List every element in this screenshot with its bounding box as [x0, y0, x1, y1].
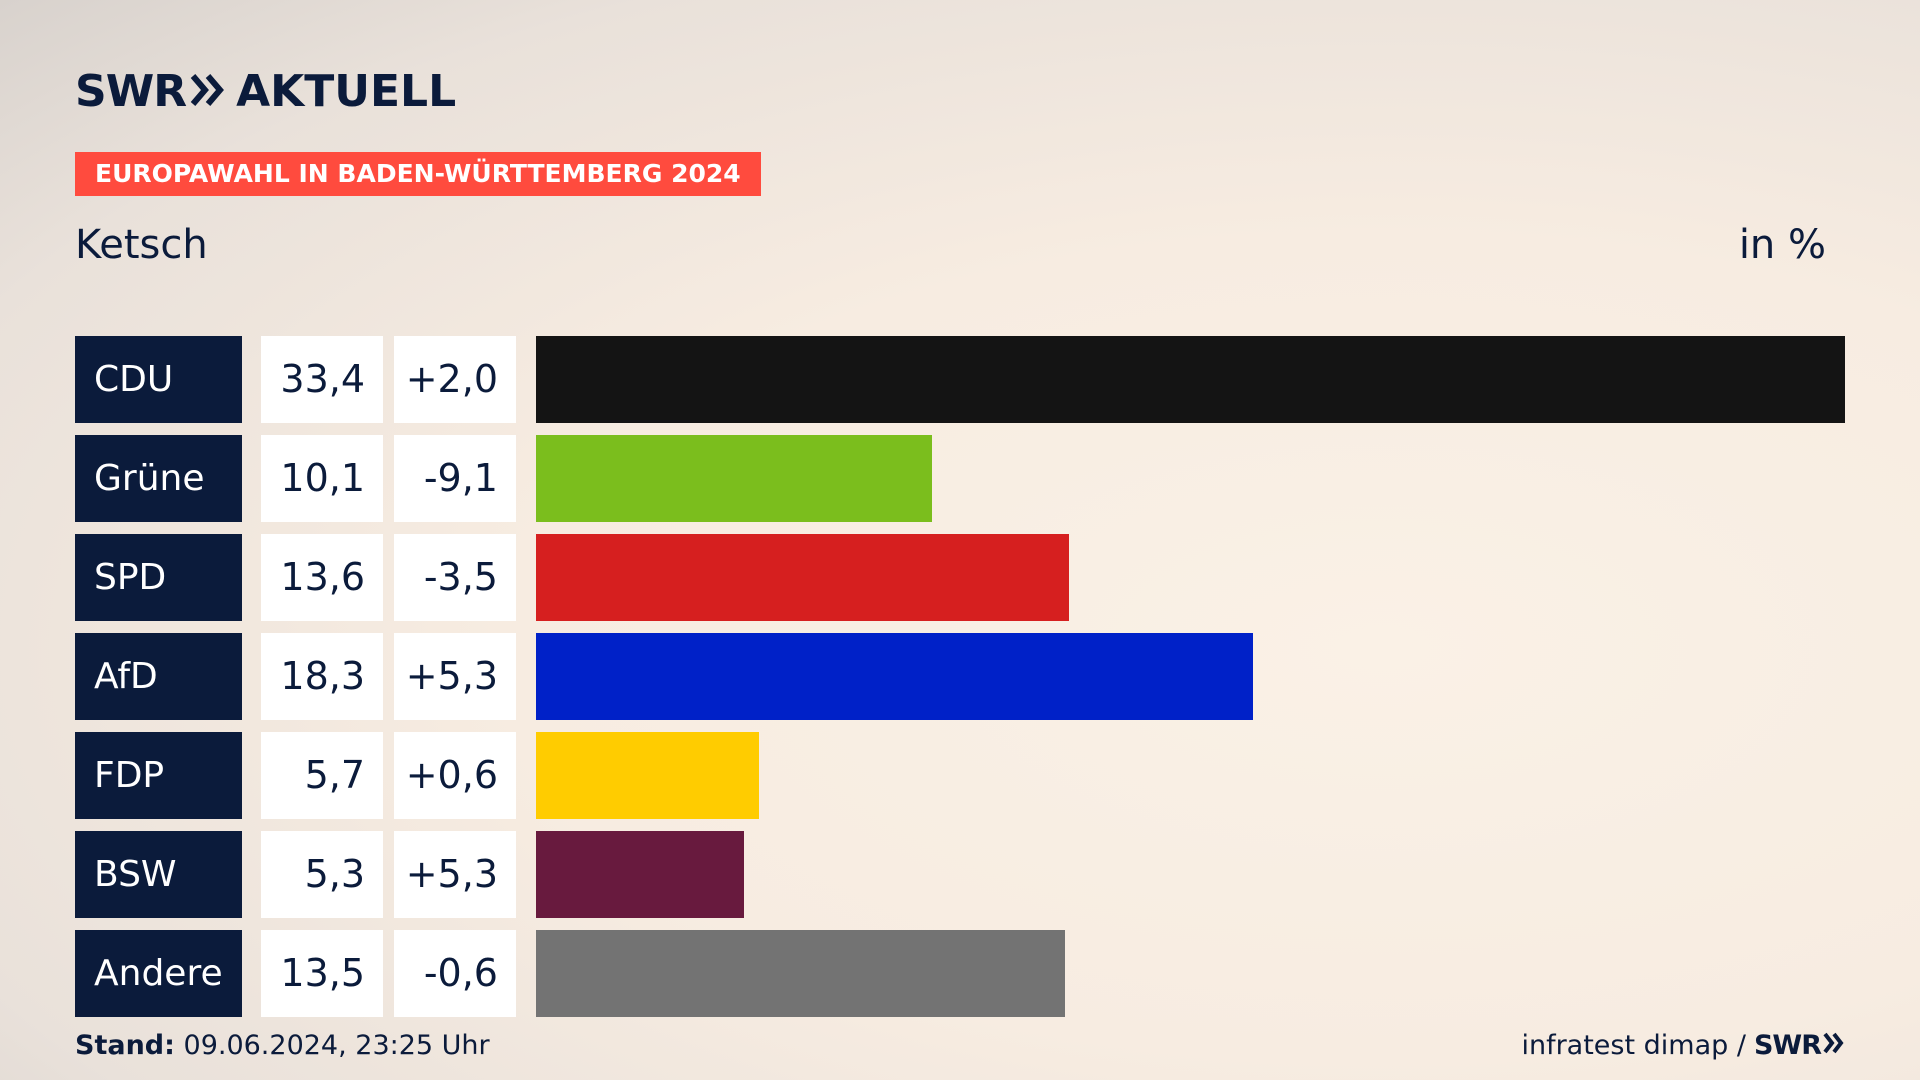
- party-label: Grüne: [75, 435, 242, 522]
- source-text: infratest dimap /: [1521, 1030, 1746, 1061]
- vote-share-value: 13,6: [261, 534, 383, 621]
- party-label: CDU: [75, 336, 242, 423]
- result-row: BSW 5,3 +5,3: [75, 831, 1845, 918]
- double-chevron-icon: [190, 73, 226, 111]
- vote-share-value: 18,3: [261, 633, 383, 720]
- party-label: BSW: [75, 831, 242, 918]
- vote-share-change: +2,0: [394, 336, 516, 423]
- vote-share-value: 13,5: [261, 930, 383, 1017]
- timestamp-value: 09.06.2024, 23:25 Uhr: [183, 1030, 490, 1061]
- vote-share-change: +0,6: [394, 732, 516, 819]
- result-bar: [536, 930, 1065, 1017]
- vote-share-change: +5,3: [394, 633, 516, 720]
- unit-label: in %: [1738, 222, 1826, 268]
- brand-swr-text: SWR: [75, 66, 187, 117]
- result-row: Andere 13,5 -0,6: [75, 930, 1845, 1017]
- vote-share-change: -9,1: [394, 435, 516, 522]
- vote-share-change: -0,6: [394, 930, 516, 1017]
- brand-aktuell-text: AKTUELL: [236, 66, 457, 117]
- party-label: AfD: [75, 633, 242, 720]
- timestamp-label: Stand:: [75, 1030, 175, 1061]
- vote-share-value: 33,4: [261, 336, 383, 423]
- result-bar: [536, 336, 1845, 423]
- result-bar: [536, 831, 744, 918]
- brand-logo: SWR AKTUELL: [75, 66, 456, 117]
- result-bar: [536, 435, 932, 522]
- result-row: CDU 33,4 +2,0: [75, 336, 1845, 423]
- source-brand: SWR: [1753, 1030, 1822, 1061]
- place-title: Ketsch: [75, 222, 208, 268]
- result-row: SPD 13,6 -3,5: [75, 534, 1845, 621]
- vote-share-change: -3,5: [394, 534, 516, 621]
- result-bar: [536, 534, 1069, 621]
- party-label: Andere: [75, 930, 242, 1017]
- result-row: FDP 5,7 +0,6: [75, 732, 1845, 819]
- vote-share-change: +5,3: [394, 831, 516, 918]
- result-row: AfD 18,3 +5,3: [75, 633, 1845, 720]
- party-label: FDP: [75, 732, 242, 819]
- vote-share-value: 5,3: [261, 831, 383, 918]
- source-credit: infratest dimap / SWR: [1521, 1030, 1845, 1061]
- result-bar: [536, 633, 1253, 720]
- election-tag: EUROPAWAHL IN BADEN-WÜRTTEMBERG 2024: [75, 152, 761, 196]
- result-bar: [536, 732, 759, 819]
- result-row: Grüne 10,1 -9,1: [75, 435, 1845, 522]
- double-chevron-icon: [1821, 1030, 1845, 1061]
- vote-share-value: 5,7: [261, 732, 383, 819]
- party-label: SPD: [75, 534, 242, 621]
- vote-share-value: 10,1: [261, 435, 383, 522]
- timestamp: Stand: 09.06.2024, 23:25 Uhr: [75, 1030, 490, 1061]
